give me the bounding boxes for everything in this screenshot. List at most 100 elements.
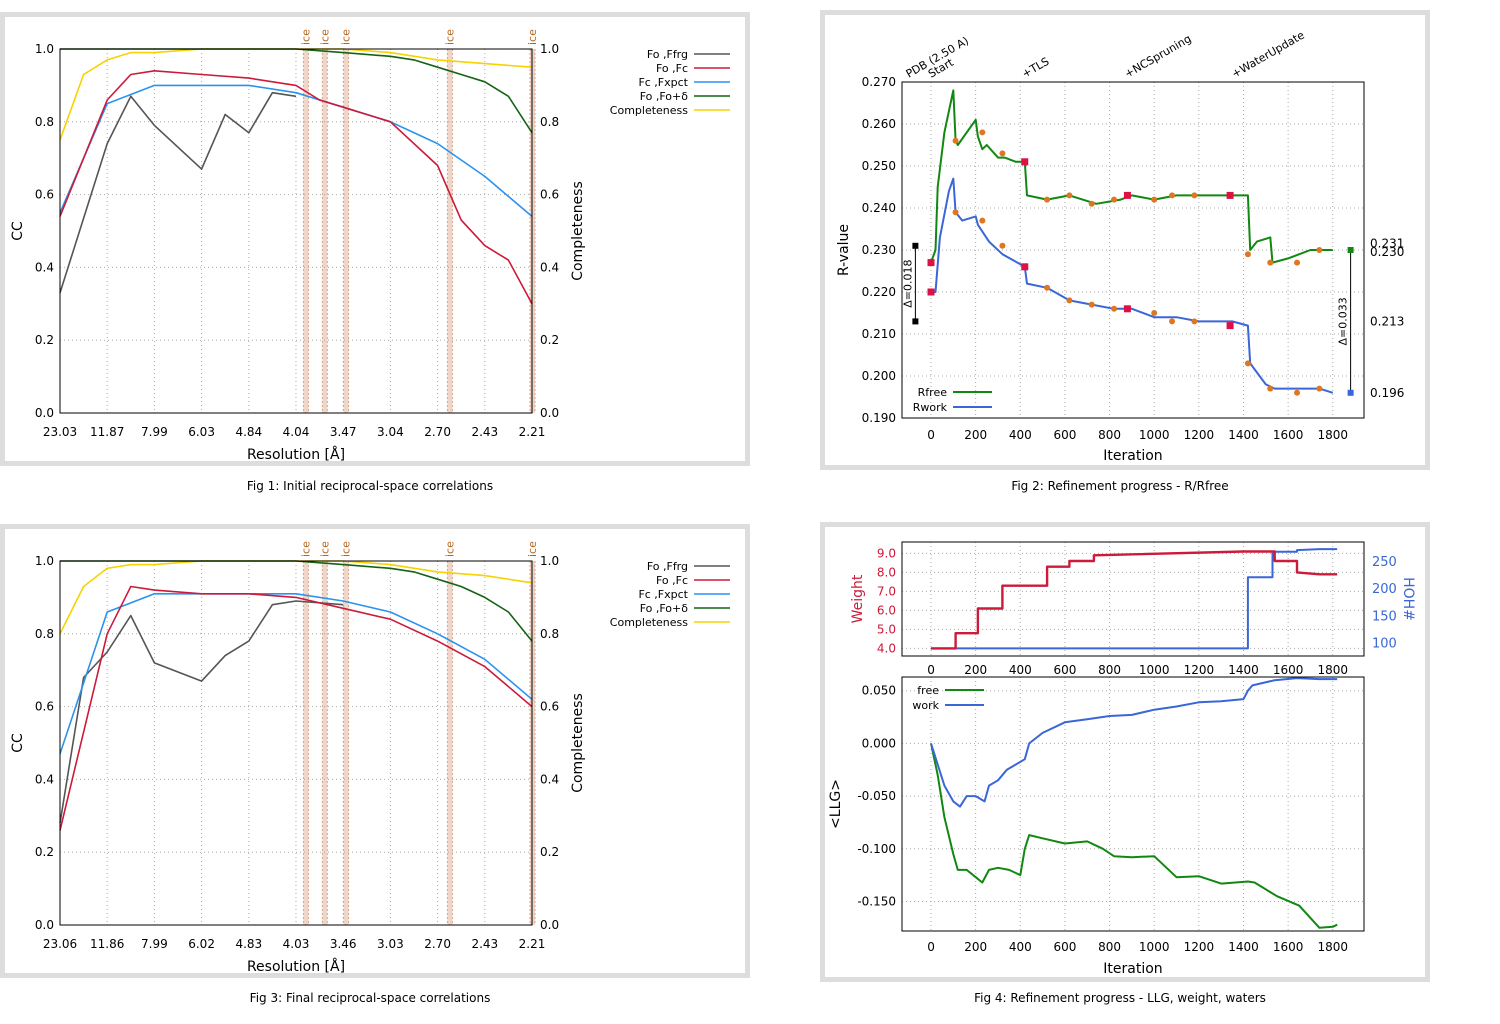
legend-label-fc_fxpct: Fc ,Fxpct bbox=[638, 76, 688, 89]
y2-tick-label: 0.2 bbox=[540, 333, 559, 347]
x-tick-label: 800 bbox=[1098, 663, 1121, 677]
y-tick-label: 0.2 bbox=[35, 845, 54, 859]
y-tick-label: -0.100 bbox=[857, 842, 896, 856]
figure-2-caption: Fig 2: Refinement progress - R/Rfree bbox=[1011, 479, 1229, 493]
ice-label: ice bbox=[299, 541, 312, 557]
marker-point bbox=[1294, 259, 1301, 266]
marker-point bbox=[999, 242, 1006, 249]
ice-band bbox=[322, 561, 328, 925]
x-tick-label: 1200 bbox=[1184, 940, 1215, 954]
figure-4-panel bbox=[820, 522, 1430, 982]
x-tick-label: 600 bbox=[1053, 940, 1076, 954]
y-axis-label-weight: Weight bbox=[850, 574, 866, 623]
marker-square bbox=[1021, 158, 1029, 166]
y-tick-label: 0.270 bbox=[862, 75, 896, 89]
figure-1-chart: 23.03 11.87 7.99 6.03 4.84 4.04 3.47 3.04 2.70 2.… bbox=[10, 29, 730, 463]
x-tick-label: 200 bbox=[964, 663, 987, 677]
y-tick-label: 0.4 bbox=[35, 260, 54, 274]
marker-point bbox=[1151, 196, 1158, 203]
y-tick-label: 0.2 bbox=[35, 333, 54, 347]
y-tick-label: 6.0 bbox=[877, 603, 896, 617]
series-line-fo_ffrg bbox=[59, 91, 297, 294]
marker-point bbox=[1244, 360, 1251, 367]
series-line-work bbox=[930, 677, 1338, 808]
marker-point bbox=[1191, 192, 1198, 199]
y-tick-label: 9.0 bbox=[877, 546, 896, 560]
marker-square bbox=[927, 288, 935, 296]
x-tick-label: 400 bbox=[1009, 428, 1032, 442]
end-marker-rfree bbox=[1347, 247, 1354, 253]
y-tick-label: 0.190 bbox=[862, 411, 896, 425]
marker-point bbox=[952, 137, 959, 144]
stage-label: +NCSpruning bbox=[1122, 32, 1193, 81]
x-tick-label: 1400 bbox=[1228, 428, 1259, 442]
x-tick-label: 0 bbox=[927, 940, 935, 954]
legend-label-rfree: Rfree bbox=[918, 386, 948, 399]
ice-band bbox=[343, 49, 349, 413]
ice-band bbox=[447, 49, 453, 413]
x-tick-label: 800 bbox=[1098, 940, 1121, 954]
y-tick-label: 8.0 bbox=[877, 565, 896, 579]
series-line-fo_fc bbox=[59, 585, 533, 831]
legend-label-fo_fc: Fo ,Fc bbox=[656, 574, 688, 587]
plot-frame bbox=[901, 676, 1365, 932]
figure-3-caption: Fig 3: Final reciprocal-space correlatio… bbox=[249, 991, 491, 1005]
ice-band bbox=[303, 49, 309, 413]
x-tick-label: 1400 bbox=[1228, 940, 1259, 954]
x-tick-label: 2.43 bbox=[471, 937, 498, 951]
x-tick-label: 3.04 bbox=[377, 425, 404, 439]
y2-tick-label: 150 bbox=[1372, 609, 1397, 624]
ice-label: ice bbox=[526, 541, 539, 557]
marker-point bbox=[1267, 259, 1274, 266]
series-line-fc_fxpct bbox=[59, 593, 533, 755]
right-value-label: 0.213 bbox=[1370, 314, 1404, 328]
ice-band bbox=[447, 561, 453, 925]
x-tick-label: 1800 bbox=[1317, 663, 1348, 677]
ice-label: ice bbox=[443, 541, 456, 557]
ice-label: ice bbox=[318, 541, 331, 557]
marker-point bbox=[1066, 192, 1073, 199]
marker-point bbox=[1169, 192, 1176, 199]
ice-label: ice bbox=[299, 29, 312, 45]
y-tick-label: 0.050 bbox=[862, 684, 896, 698]
x-tick-label: 1600 bbox=[1273, 428, 1304, 442]
series-line-fo_ffrg bbox=[59, 600, 344, 824]
y2-tick-label: 0.6 bbox=[540, 188, 559, 202]
legend-label-fo_fo_d: Fo ,Fo+δ bbox=[640, 602, 689, 615]
marker-point bbox=[1151, 310, 1158, 316]
x-tick-label: 1000 bbox=[1139, 428, 1170, 442]
x-axis-label: Iteration bbox=[1103, 961, 1162, 977]
y-tick-label: 4.0 bbox=[877, 641, 896, 655]
x-tick-label: 600 bbox=[1053, 663, 1076, 677]
y-axis-label: CC bbox=[10, 221, 26, 241]
y2-axis-label: Completeness bbox=[570, 181, 586, 281]
y-tick-label: -0.050 bbox=[857, 789, 896, 803]
figure-4-caption: Fig 4: Refinement progress - LLG, weight… bbox=[974, 991, 1266, 1005]
x-tick-label: 4.03 bbox=[283, 937, 310, 951]
x-tick-label: 4.83 bbox=[235, 937, 262, 951]
plot-frame bbox=[901, 541, 1365, 657]
x-tick-label: 1800 bbox=[1317, 940, 1348, 954]
x-tick-label: 7.99 bbox=[141, 425, 168, 439]
stage-label: +TLS bbox=[1020, 55, 1052, 81]
marker-point bbox=[999, 150, 1006, 157]
y-tick-label: 0.200 bbox=[862, 369, 896, 383]
y-tick-label: 1.0 bbox=[35, 42, 54, 56]
y-tick-label: 0.220 bbox=[862, 285, 896, 299]
figure-3-chart: 23.06 11.86 7.99 6.02 4.83 4.03 3.46 3.03 2.70 2.… bbox=[10, 541, 730, 975]
x-axis-label: Iteration bbox=[1103, 448, 1162, 464]
x-tick-label: 1800 bbox=[1317, 428, 1348, 442]
series-line-rfree bbox=[930, 89, 1333, 264]
y-tick-label: 1.0 bbox=[35, 554, 54, 568]
x-tick-label: 3.46 bbox=[330, 937, 357, 951]
x-tick-label: 11.86 bbox=[90, 937, 124, 951]
x-tick-label: 0 bbox=[927, 663, 935, 677]
marker-point bbox=[1294, 389, 1301, 396]
y-axis-label: <LLG> bbox=[828, 779, 844, 829]
x-tick-label: 400 bbox=[1009, 663, 1032, 677]
y-tick-label: 0.4 bbox=[35, 772, 54, 786]
figure-1-caption: Fig 1: Initial reciprocal-space correlat… bbox=[246, 479, 494, 493]
ice-label: ice bbox=[526, 29, 539, 45]
ice-label: ice bbox=[443, 29, 456, 45]
marker-square bbox=[1021, 263, 1029, 271]
